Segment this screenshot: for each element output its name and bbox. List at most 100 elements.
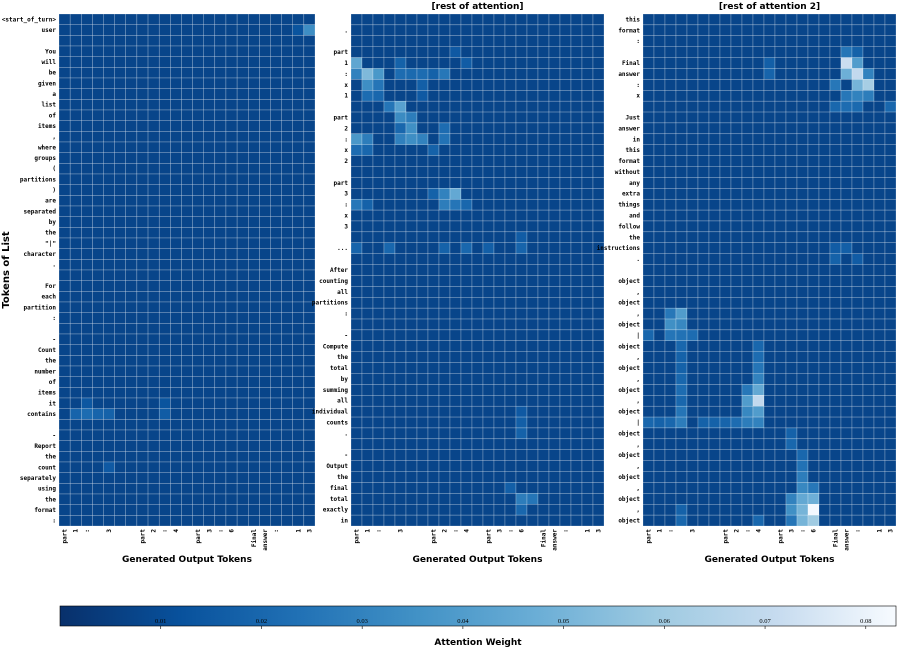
heatmap-cell — [482, 177, 495, 189]
heatmap-cell — [192, 301, 204, 313]
heatmap-cell — [248, 333, 260, 345]
heatmap-cell — [69, 451, 82, 463]
heatmap-cell — [292, 333, 305, 345]
heatmap-cell — [383, 329, 396, 342]
heatmap-cell — [851, 133, 864, 145]
heatmap-cell — [664, 286, 677, 298]
heatmap-cell — [785, 405, 798, 418]
heatmap-cell — [69, 387, 82, 399]
heatmap-cell — [281, 45, 293, 57]
heatmap-cell — [248, 355, 260, 367]
heatmap-cell — [851, 514, 864, 527]
heatmap-cell — [741, 351, 754, 363]
heatmap-cell — [796, 427, 809, 440]
heatmap-cell — [697, 24, 710, 36]
heatmap-cell — [81, 344, 93, 356]
heatmap-cell — [741, 198, 754, 211]
heatmap-cell — [829, 405, 842, 418]
heatmap-cell — [697, 449, 710, 461]
heatmap-cell — [69, 312, 82, 324]
heatmap-cell — [515, 242, 528, 254]
heatmap-cell — [526, 188, 539, 200]
heatmap-cell — [807, 166, 820, 178]
heatmap-cell — [449, 493, 462, 505]
heatmap-cell — [303, 493, 316, 505]
heatmap-cell — [58, 141, 71, 153]
heatmap-cell — [405, 111, 418, 124]
heatmap-cell — [592, 68, 605, 80]
heatmap-cell — [526, 166, 539, 178]
y-tick-label: all — [337, 289, 348, 296]
heatmap-cell — [829, 100, 842, 113]
heatmap-cell — [192, 163, 204, 175]
heatmap-cell — [873, 264, 886, 276]
heatmap-cell — [158, 301, 171, 313]
heatmap-cell — [664, 514, 677, 527]
heatmap-cell — [372, 384, 385, 396]
heatmap-cell — [383, 90, 396, 102]
heatmap-cell — [807, 504, 820, 516]
heatmap-cell — [170, 365, 182, 377]
heatmap-cell — [730, 166, 743, 178]
y-tick-label: separated — [23, 208, 56, 215]
heatmap-cell — [537, 329, 550, 342]
y-tick-label: count — [38, 464, 56, 471]
heatmap-cell — [214, 344, 227, 356]
heatmap-cell — [170, 99, 182, 111]
heatmap-cell — [482, 307, 495, 320]
heatmap-cell — [686, 351, 699, 363]
heatmap-cell — [697, 198, 710, 211]
heatmap-cell — [236, 45, 249, 57]
heatmap-cell — [642, 68, 655, 80]
y-tick-label: a — [52, 91, 56, 98]
heatmap-cell — [416, 297, 429, 309]
heatmap-cell — [58, 493, 71, 505]
heatmap-cell — [818, 242, 831, 254]
heatmap-cell — [774, 460, 787, 472]
heatmap-cell — [361, 286, 374, 298]
heatmap-cell — [840, 416, 853, 429]
heatmap-cell — [570, 493, 583, 505]
heatmap-cell — [192, 227, 204, 239]
heatmap-cell — [203, 344, 216, 356]
heatmap-cell — [653, 231, 666, 243]
heatmap-cell — [58, 88, 71, 100]
heatmap-cell — [147, 408, 160, 420]
heatmap-cell — [361, 373, 374, 385]
heatmap-cell — [675, 144, 688, 156]
heatmap-cell — [181, 67, 193, 79]
heatmap-cell — [225, 376, 238, 388]
heatmap-cell — [675, 264, 688, 276]
heatmap-cell — [493, 351, 506, 363]
heatmap-cell — [686, 286, 699, 298]
heatmap-cell — [372, 231, 385, 243]
heatmap-cell — [581, 449, 594, 461]
x-tick-label: 1 — [365, 529, 372, 533]
heatmap-cell — [248, 120, 260, 132]
heatmap-cell — [675, 209, 688, 222]
heatmap-cell — [103, 419, 115, 431]
heatmap-cell — [449, 133, 462, 145]
heatmap-cell — [862, 231, 875, 243]
heatmap-cell — [873, 449, 886, 461]
heatmap-cell — [449, 13, 462, 26]
heatmap-cell — [405, 307, 418, 320]
heatmap-cell — [581, 504, 594, 516]
heatmap-cell — [69, 291, 82, 303]
heatmap-cell — [807, 449, 820, 461]
heatmap-cell — [570, 438, 583, 450]
heatmap-cell — [785, 438, 798, 450]
heatmap-cell — [136, 163, 149, 175]
heatmap-cell — [372, 166, 385, 178]
heatmap-cell — [147, 45, 160, 57]
heatmap-cell — [796, 460, 809, 472]
y-tick-label: 1 — [344, 60, 348, 67]
heatmap-cell — [537, 373, 550, 385]
heatmap-cell — [653, 155, 666, 167]
heatmap-cell — [203, 227, 216, 239]
heatmap-cell — [873, 384, 886, 396]
heatmap-cell — [158, 163, 171, 175]
heatmap-cell — [225, 472, 238, 484]
heatmap-cell — [763, 144, 776, 156]
heatmap-cell — [383, 220, 396, 233]
